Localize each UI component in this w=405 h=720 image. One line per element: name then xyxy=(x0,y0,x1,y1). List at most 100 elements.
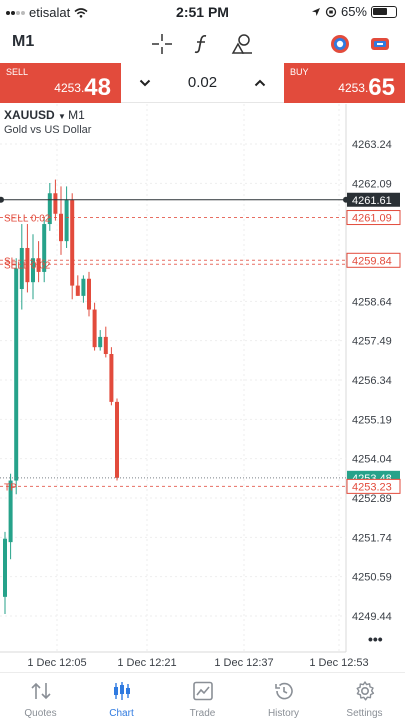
price-tick-label: 4262.09 xyxy=(352,178,392,190)
function-icon[interactable] xyxy=(188,30,216,58)
price-tick-label: 4255.19 xyxy=(352,414,392,426)
price-tick-label: 4263.24 xyxy=(352,139,392,151)
price-chart[interactable]: 4263.24 4262.09 4258.64 4257.49 4256.34 4255.… xyxy=(0,104,405,672)
nav-quotes[interactable]: Quotes xyxy=(0,679,81,719)
time-tick-label: 1 Dec 12:53 xyxy=(309,657,368,669)
one-click-trading-icon[interactable] xyxy=(326,30,354,58)
candle-body xyxy=(19,247,24,290)
order-line-label: TP xyxy=(4,482,17,493)
volume-value[interactable]: 0.02 xyxy=(187,74,218,91)
buy-price-small: 4253. xyxy=(338,81,369,95)
candle-body xyxy=(42,224,47,272)
candle-body xyxy=(25,247,30,283)
candle-body xyxy=(75,285,80,296)
candle-body xyxy=(8,480,13,543)
candle-body xyxy=(59,213,63,242)
nav-history[interactable]: History xyxy=(243,679,324,719)
wifi-icon xyxy=(74,7,88,18)
candle-body xyxy=(103,336,108,355)
current-price-label: 4261.61 xyxy=(352,195,392,207)
candlestick-chart-icon xyxy=(81,679,162,703)
buy-price: 4253.65 xyxy=(338,74,395,102)
signal-dots-icon xyxy=(6,10,25,15)
order-line-label: SELL 0.02 xyxy=(4,260,51,271)
chart-window-icon[interactable] xyxy=(366,30,394,58)
carrier-info: etisalat xyxy=(6,5,88,20)
carrier-name: etisalat xyxy=(29,5,71,20)
symbol-line[interactable]: XAUUSD ▼ M1 xyxy=(4,108,91,122)
chart-canvas[interactable]: 4263.24 4262.09 4258.64 4257.49 4256.34 4255.… xyxy=(0,104,405,672)
candle-body xyxy=(14,268,19,481)
order-price-label: 4261.09 xyxy=(352,213,392,225)
order-price-label: 4253.23 xyxy=(352,481,392,493)
decrease-volume-button[interactable] xyxy=(133,71,157,95)
order-price-tag xyxy=(346,210,401,226)
timeframe-button[interactable]: M1 xyxy=(12,33,35,50)
nav-settings[interactable]: Settings xyxy=(324,679,405,719)
order-price-tag xyxy=(346,478,401,494)
one-click-trade-panel: SELL 4253.48 0.02 BUY 4253.65 xyxy=(0,63,405,103)
sell-button[interactable]: SELL 4253.48 xyxy=(0,63,121,103)
sell-price-small: 4253. xyxy=(54,81,85,95)
price-tick-label: 4257.49 xyxy=(352,336,392,348)
candle-body xyxy=(109,354,114,402)
order-line-label: SELL 0.02 xyxy=(4,214,51,225)
location-arrow-icon xyxy=(311,7,320,16)
candle-body xyxy=(31,258,35,283)
candle-body xyxy=(64,200,69,242)
volume-control: 0.02 xyxy=(121,63,284,103)
buy-label: BUY xyxy=(290,67,309,77)
crosshair-icon[interactable] xyxy=(148,30,176,58)
buy-button[interactable]: BUY 4253.65 xyxy=(284,63,405,103)
candle-body xyxy=(98,336,103,348)
candle-body xyxy=(53,193,58,214)
nav-chart[interactable]: Chart xyxy=(81,679,162,719)
sell-label: SELL xyxy=(6,67,29,77)
price-tick-label: 4256.34 xyxy=(352,375,392,387)
price-tick-label: 4249.44 xyxy=(352,611,392,623)
current-price-tag xyxy=(347,192,400,207)
nav-history-label: History xyxy=(267,708,300,719)
candle-body xyxy=(36,258,41,272)
candle-body xyxy=(92,309,97,348)
nav-chart-label: Chart xyxy=(109,708,134,719)
time-tick-label: 1 Dec 12:37 xyxy=(214,657,273,669)
chart-toolbar: M1 xyxy=(0,26,405,60)
time-tick-label: 1 Dec 12:05 xyxy=(27,657,86,669)
symbol-name: XAUUSD xyxy=(4,108,55,122)
more-options-icon: ••• xyxy=(368,631,383,647)
price-tick-label: 4251.74 xyxy=(352,532,392,544)
bottom-navigation: Quotes Chart Trade History Settings xyxy=(0,672,405,720)
candle-body xyxy=(70,200,75,286)
increase-volume-button[interactable] xyxy=(248,71,272,95)
candle-body xyxy=(81,278,86,296)
buy-price-big: 65 xyxy=(368,74,395,101)
current-price-dot-left xyxy=(0,196,4,203)
sell-price: 4253.48 xyxy=(54,74,111,102)
chevron-down-icon xyxy=(139,79,151,87)
symbol-timeframe: M1 xyxy=(68,108,85,122)
candle-body xyxy=(115,401,119,478)
order-price-label: 4259.84 xyxy=(352,255,392,267)
battery-percent: 65% xyxy=(340,4,367,19)
sell-price-big: 48 xyxy=(84,74,111,101)
status-right: 65% xyxy=(311,4,397,19)
candle-body xyxy=(47,193,52,225)
price-tick-label: 4250.59 xyxy=(352,572,392,584)
chevron-up-icon xyxy=(254,79,266,87)
nav-settings-label: Settings xyxy=(346,708,383,719)
nav-trade[interactable]: Trade xyxy=(162,679,243,719)
nav-trade-label: Trade xyxy=(189,708,216,719)
order-price-tag xyxy=(346,252,401,268)
objects-icon[interactable] xyxy=(228,30,256,58)
price-tick-label: 4252.89 xyxy=(352,493,392,505)
time-tick-label: 1 Dec 12:21 xyxy=(117,657,176,669)
orientation-lock-icon xyxy=(325,6,337,17)
candle-body xyxy=(3,538,7,597)
battery-icon xyxy=(371,5,397,18)
symbol-description: Gold vs US Dollar xyxy=(4,124,92,136)
candle-body xyxy=(87,278,91,310)
status-bar: etisalat 2:51 PM 65% xyxy=(0,0,405,24)
quotes-arrows-icon xyxy=(0,679,81,703)
trade-graph-icon xyxy=(162,679,243,703)
